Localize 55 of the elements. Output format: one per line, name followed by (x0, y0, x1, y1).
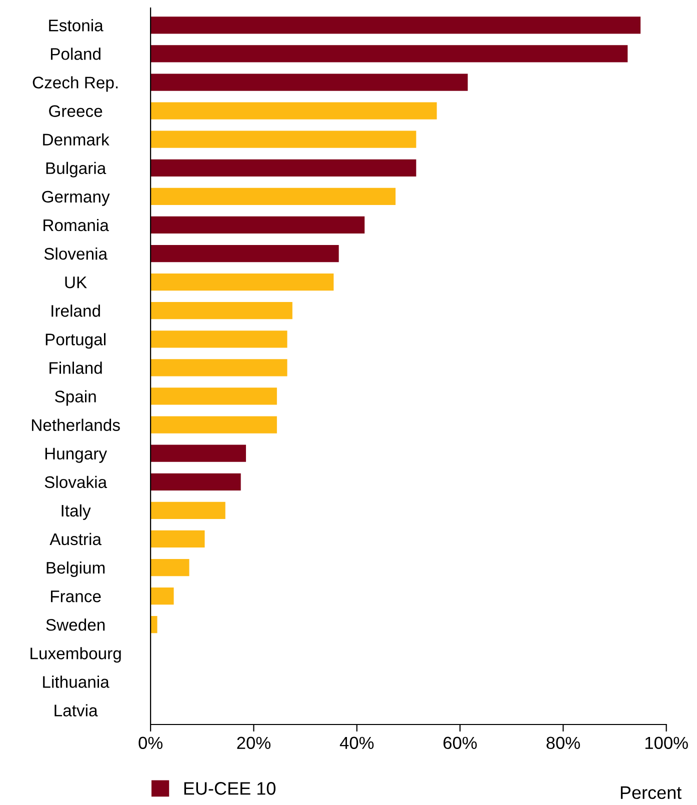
y-tick-label: Slovakia (44, 476, 108, 488)
y-tick-label: Hungary (45, 448, 108, 463)
x-tick-label: 40% (340, 736, 374, 750)
y-tick-label: Spain (54, 390, 96, 406)
bar (150, 274, 334, 291)
bar (150, 302, 292, 320)
bar (150, 16, 641, 34)
bar (150, 159, 416, 176)
x-tick-label: 100% (645, 736, 688, 750)
y-tick-label: Sweden (46, 618, 105, 631)
y-tick-label: Greece (49, 105, 102, 118)
y-tick-label: Belgium (46, 561, 105, 578)
y-tick-label: Ireland (52, 304, 100, 317)
y-tick-label: Poland (50, 48, 100, 60)
y-tick-label: Austria (50, 532, 102, 546)
x-tick-label: 60% (444, 736, 477, 750)
y-tick-label: Slovenia (44, 247, 108, 260)
bar (150, 188, 396, 205)
legend-label: EU-CEE 10 (184, 782, 276, 795)
y-tick-label: Germany (42, 190, 110, 206)
bar (150, 74, 468, 91)
bar (150, 359, 288, 376)
y-tick-label: Bulgaria (46, 162, 106, 178)
y-tick-label: Netherlands (32, 418, 120, 431)
y-tick-label: Estonia (49, 19, 104, 32)
x-tick-label: 0% (138, 736, 162, 750)
bar (150, 388, 277, 405)
bar (150, 416, 277, 434)
bar (150, 502, 226, 519)
y-tick-label: Latvia (54, 704, 98, 716)
bar (150, 530, 205, 548)
y-tick-label: Czech Rep. (32, 76, 118, 92)
y-tick-label: Finland (50, 362, 102, 374)
bar (150, 444, 246, 462)
y-tick-label: Portugal (46, 333, 106, 349)
y-tick-label: Denmark (43, 133, 110, 146)
bar (150, 216, 365, 234)
y-tick-label: Lithuania (43, 676, 110, 688)
x-tick-label: 80% (546, 736, 580, 750)
bar (150, 45, 628, 62)
bar (150, 330, 288, 348)
bar (150, 558, 190, 576)
x-tick-label: 20% (237, 736, 270, 750)
bar (150, 616, 158, 634)
bar (150, 587, 174, 605)
y-tick-label: France (50, 590, 101, 602)
y-tick-label: UK (65, 276, 87, 288)
bar (150, 102, 437, 120)
x-axis-title: Percent (620, 786, 682, 800)
y-tick-label: Luxembourg (30, 647, 121, 663)
bar (150, 473, 241, 490)
bar (150, 244, 339, 262)
bar (150, 130, 416, 148)
y-tick-label: Italy (62, 504, 91, 520)
y-tick-label: Romania (44, 218, 109, 232)
